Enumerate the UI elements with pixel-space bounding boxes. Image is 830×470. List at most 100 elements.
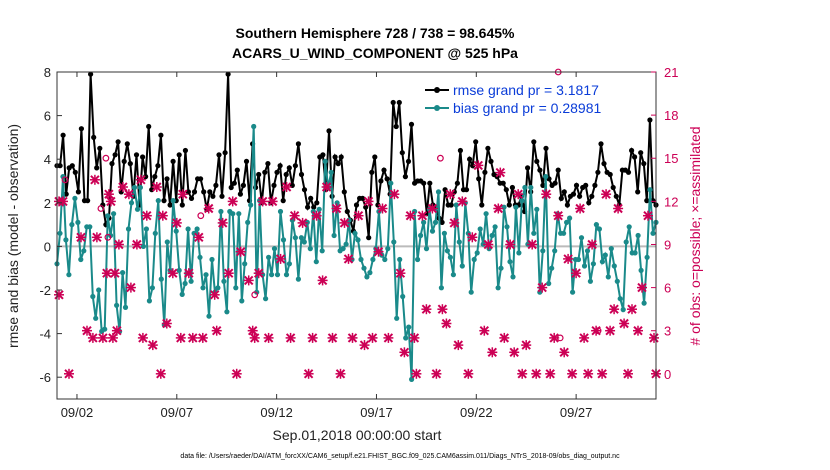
obs-assimilated-marker: [54, 289, 64, 300]
rmse-point: [405, 158, 412, 164]
x-tick-label: 09/27: [560, 405, 593, 420]
obs-assimilated-marker: [437, 304, 448, 315]
obs-assimilated-marker: [137, 332, 148, 343]
bias-point: [477, 226, 483, 232]
rmse-point: [265, 161, 271, 167]
bias-point: [152, 230, 158, 236]
rmse-point: [176, 152, 182, 158]
bias-point: [87, 224, 93, 230]
bias-point: [125, 226, 132, 232]
rmse-point: [506, 202, 512, 208]
bias-point: [328, 169, 334, 175]
bias-point: [146, 298, 152, 304]
bias-point: [429, 228, 436, 234]
obs-assimilated-marker: [97, 332, 108, 343]
rmse-point: [210, 193, 216, 199]
rmse-point: [396, 99, 402, 106]
bias-point: [236, 211, 242, 217]
obs-assimilated-marker: [343, 253, 354, 264]
rmse-point: [485, 145, 491, 151]
rmse-point: [372, 154, 378, 160]
rmse-point: [112, 152, 118, 158]
obs-assimilated-marker: [527, 239, 538, 250]
obs-assimilated-marker: [445, 189, 456, 200]
obs-assimilated-marker: [517, 368, 528, 379]
obs-assimilated-marker: [187, 332, 198, 343]
obs-possible-marker: [437, 154, 444, 162]
bias-point: [549, 265, 555, 271]
bias-point: [495, 285, 501, 291]
obs-assimilated-marker: [331, 203, 342, 214]
rmse-point: [610, 184, 616, 191]
obs-assimilated-marker: [161, 318, 172, 329]
bias-point: [269, 272, 275, 278]
rmse-point: [390, 99, 396, 106]
bias-point: [173, 228, 179, 234]
obs-assimilated-marker: [339, 217, 350, 228]
obs-assimilated-marker: [541, 189, 552, 200]
rmse-point: [598, 141, 604, 147]
bias-point: [534, 206, 540, 212]
bias-point: [120, 270, 126, 276]
obs-assimilated-marker: [235, 246, 246, 257]
y-tick-label: 2: [44, 196, 51, 211]
bias-point: [531, 230, 537, 236]
rmse-point: [525, 165, 531, 171]
obs-assimilated-marker: [125, 282, 136, 293]
bias-point: [561, 230, 567, 236]
rmse-point: [344, 208, 350, 215]
obs-assimilated-marker: [521, 340, 532, 351]
rmse-point: [240, 182, 246, 188]
rmse-point: [537, 167, 543, 173]
bias-point: [66, 272, 72, 278]
rmse-point: [641, 161, 647, 167]
rmse-point: [463, 187, 470, 193]
rmse-point: [421, 180, 427, 186]
rmse-point: [115, 139, 121, 145]
bias-point: [596, 226, 603, 232]
series-layer: [54, 71, 659, 382]
bias-point: [96, 287, 102, 293]
obs-assimilated-marker: [263, 332, 274, 343]
obs-assimilated-marker: [157, 210, 168, 221]
obs-assimilated-marker: [493, 203, 504, 214]
bias-point: [453, 202, 459, 208]
obs-assimilated-marker: [431, 368, 442, 379]
rmse-point: [570, 191, 577, 197]
obs-assimilated-marker: [303, 368, 314, 379]
rmse-point: [170, 158, 176, 164]
bias-point: [122, 304, 129, 310]
rmse-point: [561, 189, 567, 195]
rmse-point: [509, 184, 515, 191]
rmse-point: [384, 176, 390, 182]
obs-assimilated-marker: [321, 182, 332, 192]
x-tick-label: 09/02: [61, 405, 94, 420]
bias-point: [370, 256, 376, 263]
obs-assimilated-marker: [177, 189, 188, 200]
obs-assimilated-marker: [457, 196, 468, 207]
obs-assimilated-marker: [513, 189, 524, 200]
obs-assimilated-marker: [101, 268, 112, 279]
rmse-point: [583, 182, 589, 188]
bias-point: [358, 256, 364, 263]
rmse-point: [314, 200, 320, 206]
obs-assimilated-marker: [91, 232, 102, 243]
axis-ticks: 09/02 09/07 09/12 09/17 09/22 09/27 -6 -4 -2 0 2 4 6…: [39, 65, 678, 420]
obs-assimilated-marker: [509, 347, 520, 358]
bias-point: [489, 232, 495, 239]
obs-assimilated-marker: [227, 196, 238, 207]
rmse-point: [311, 204, 317, 210]
obs-assimilated-marker: [409, 332, 420, 343]
rmse-point: [124, 141, 130, 147]
obs-assimilated-marker: [64, 368, 74, 379]
bias-point: [435, 189, 442, 195]
bias-point: [182, 280, 188, 287]
rmse-point: [467, 156, 473, 162]
obs-assimilated-marker: [89, 174, 100, 185]
bias-point: [295, 276, 301, 282]
bias-point: [617, 296, 623, 302]
rmse-point: [353, 202, 360, 208]
bias-point: [567, 215, 573, 221]
rmse-point: [78, 126, 84, 132]
bias-point: [355, 237, 361, 243]
